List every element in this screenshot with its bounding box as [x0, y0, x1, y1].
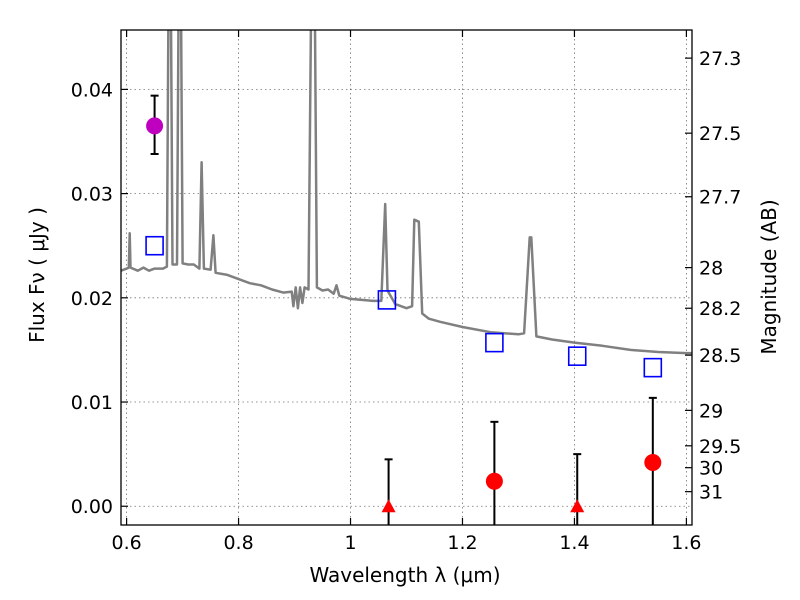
marker-layer: [145, 94, 663, 525]
x-tick-label: 1.6: [671, 532, 701, 554]
y-tick-label: 0.01: [71, 392, 113, 414]
model-flux-square: [567, 346, 587, 366]
magnitude-tick-label: 28.2: [699, 298, 741, 320]
magnitude-tick-label: 29.5: [699, 436, 741, 458]
flux-point: [485, 472, 503, 490]
magnitude-tick-label: 29: [699, 400, 723, 422]
y-axis-label: Flux Fν ( μJy ): [25, 207, 49, 343]
x-tick-label: 1.4: [559, 532, 589, 554]
magnitude-tick-label: 27.7: [699, 187, 741, 209]
upper-limit-triangle: [381, 499, 396, 513]
model-flux-square: [643, 357, 663, 378]
model-flux-square: [377, 290, 397, 310]
spectrum-layer: [121, 30, 692, 355]
x-tick-label: 0.6: [111, 532, 141, 554]
y-axis-right-label: Magnitude (AB): [757, 199, 781, 354]
x-tick-label: 0.8: [223, 532, 253, 554]
y-tick-label: 0.00: [71, 496, 113, 518]
magnitude-tick-label: 31: [699, 482, 723, 504]
x-tick-label: 1.2: [447, 532, 477, 554]
plot-frame: [120, 29, 693, 526]
flux-point: [644, 453, 662, 471]
y-tick-label: 0.04: [71, 79, 113, 101]
upper-limit-triangle: [570, 499, 585, 513]
x-axis-label: Wavelength λ (μm): [309, 563, 500, 587]
magnitude-tick-label: 30: [699, 458, 723, 480]
x-tick-label: 1: [344, 532, 356, 554]
grid: [121, 30, 692, 525]
magnitude-tick-label: 28.5: [699, 345, 741, 367]
model-flux-square: [145, 235, 164, 256]
flux-point: [146, 117, 164, 135]
y-tick-label: 0.02: [71, 288, 113, 310]
magnitude-tick-label: 27.5: [699, 123, 741, 145]
model-flux-square: [485, 332, 504, 353]
y-tick-label: 0.03: [71, 184, 113, 206]
magnitude-tick-label: 27.3: [699, 48, 741, 70]
magnitude-tick-label: 28: [699, 258, 723, 280]
ticks-layer: 0.6 0.8 1 1.2 1.4 1.6 0.00 0.01 0.02 0.03 0.04 27.3…: [71, 30, 741, 554]
spectrum-line: [121, 30, 692, 355]
